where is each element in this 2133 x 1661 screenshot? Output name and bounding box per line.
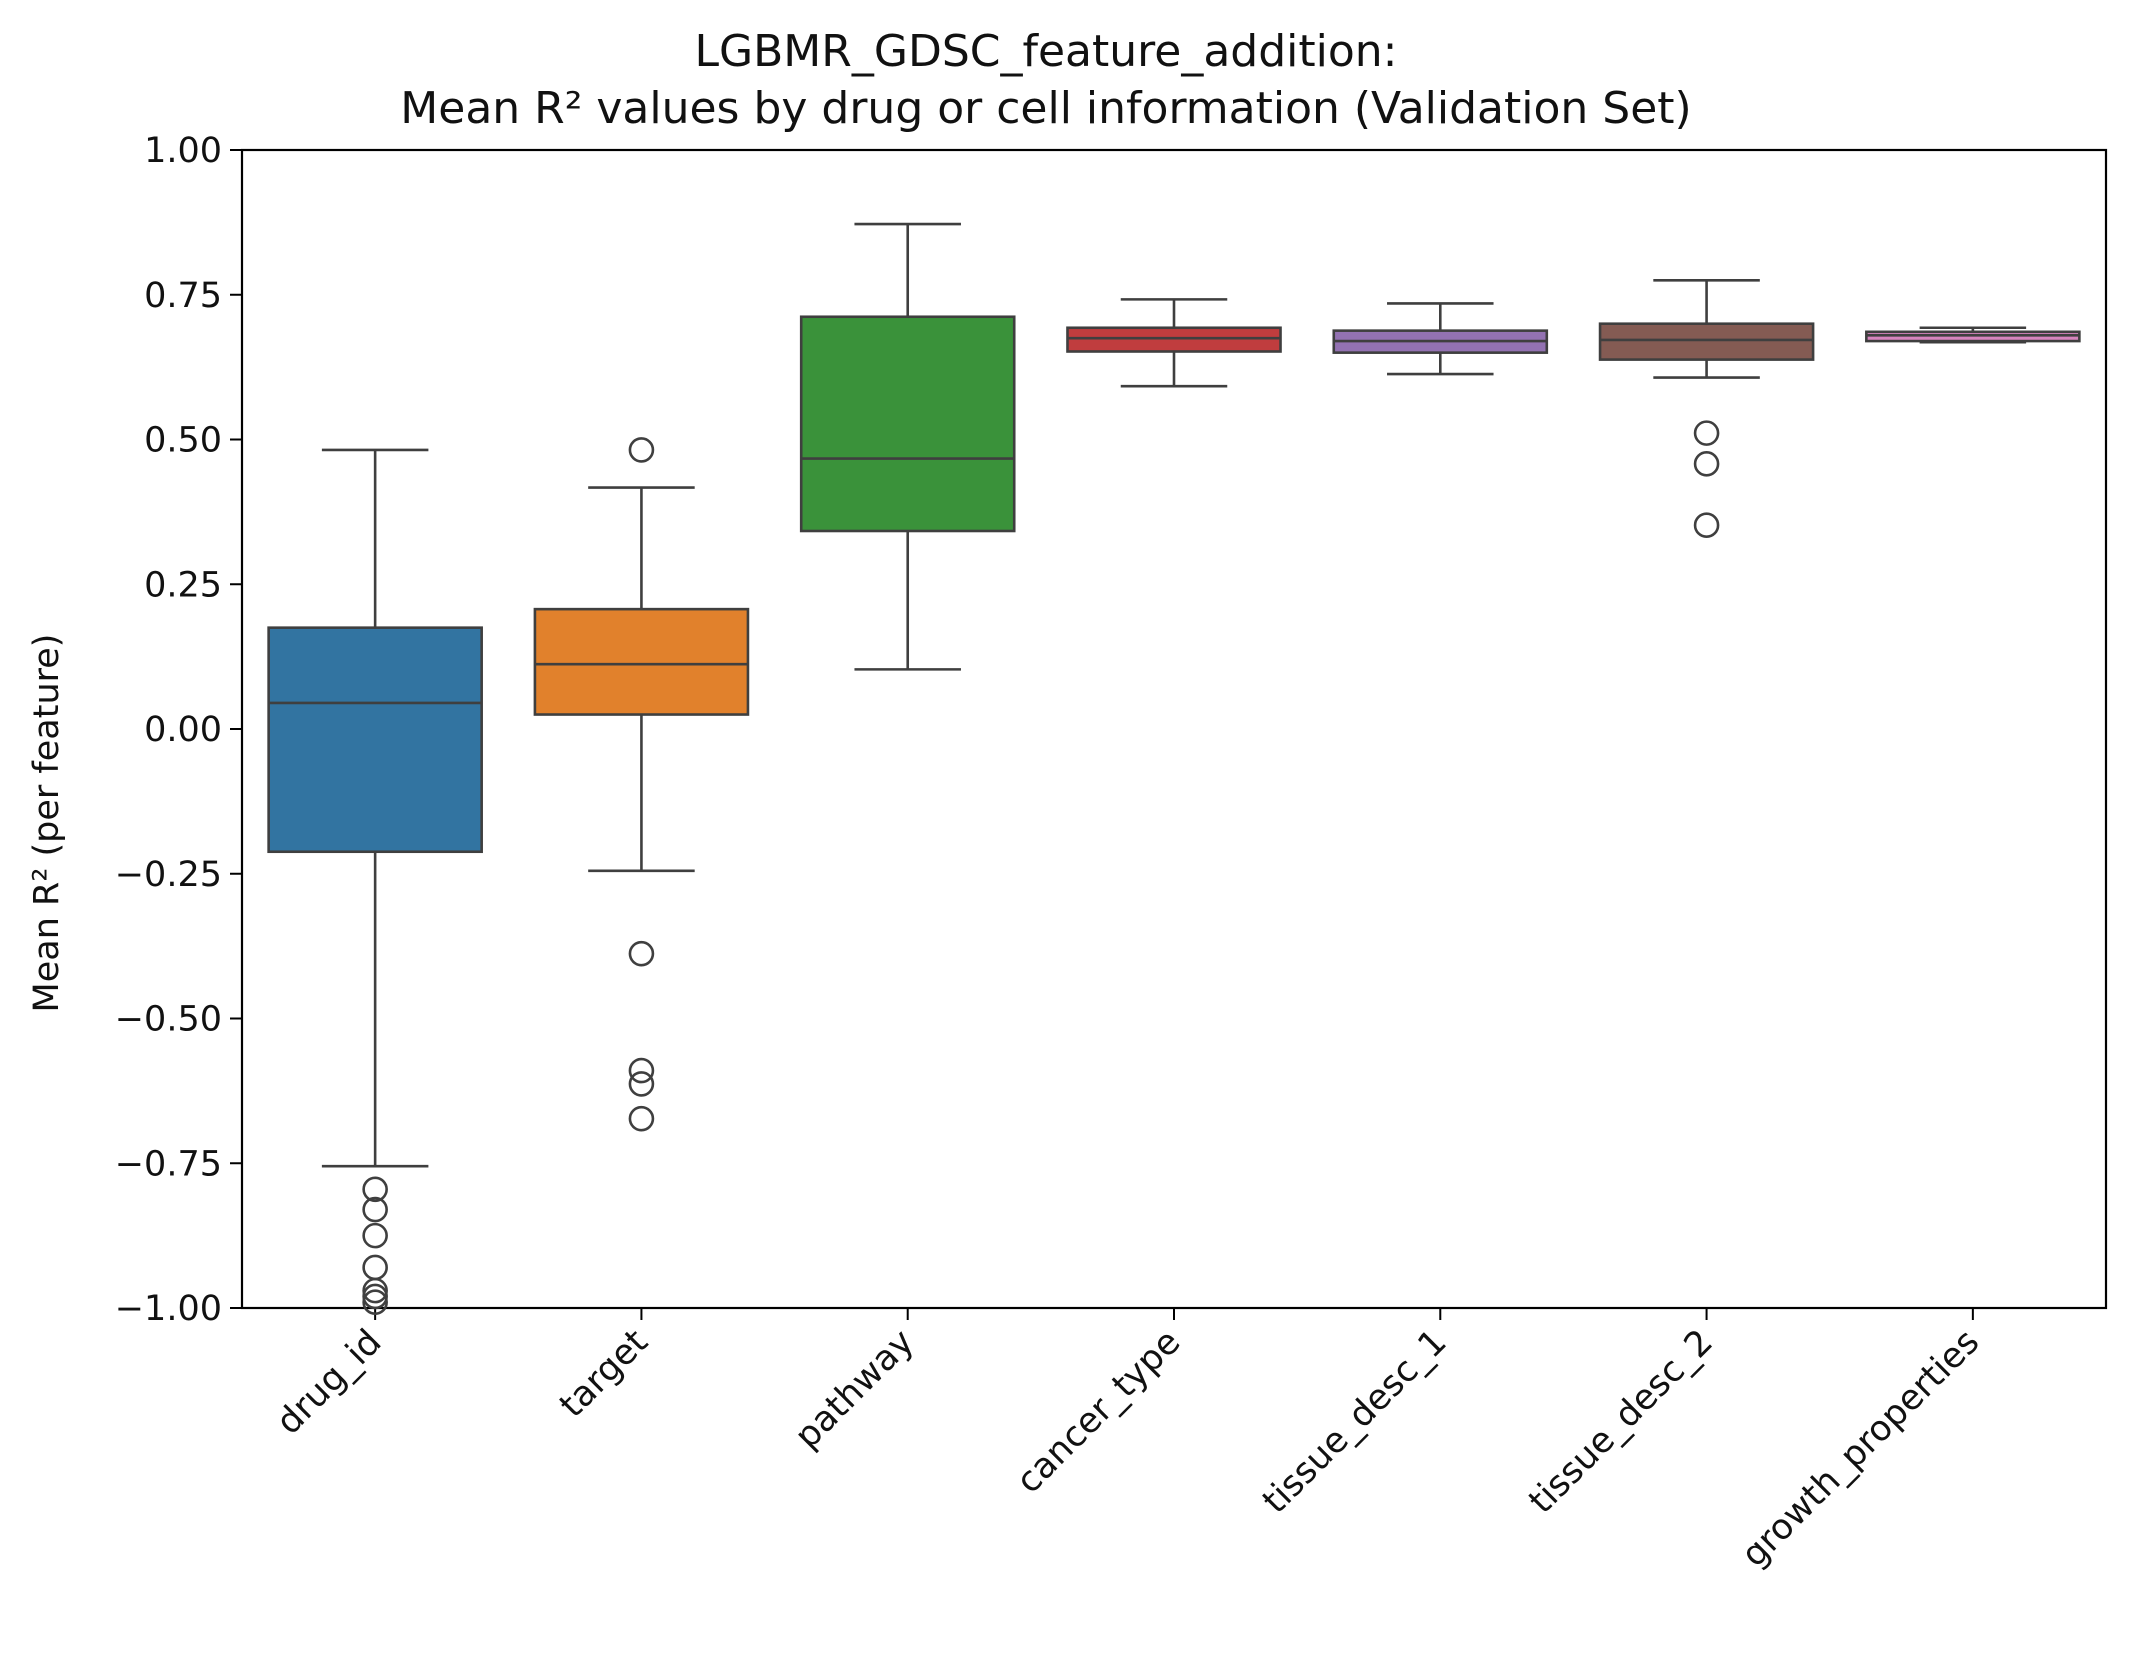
outlier-point [362, 1196, 388, 1223]
outlier-point [628, 940, 655, 967]
y-tick-label: 0.00 [144, 710, 222, 750]
plot-area: 1.00 0.75 0.50 0.25 0.00 −0.25 −0.50 −0.75 −1.00… [115, 131, 2108, 1575]
box-cancer_type [1066, 326, 1282, 353]
y-tick-label: 0.75 [144, 276, 222, 316]
outlier-point [362, 1222, 388, 1249]
outlier-point [362, 1254, 388, 1281]
outlier-point [362, 1289, 388, 1316]
chart-title-line-2: Mean R² values by drug or cell informati… [400, 83, 1691, 134]
chart-title-line-1: LGBMR_GDSC_feature_addition: [695, 26, 1398, 77]
box-pathway [799, 315, 1016, 533]
outlier-point [362, 1283, 388, 1310]
x-tick-label: target [552, 1322, 656, 1426]
x-tick-label: drug_id [269, 1322, 390, 1443]
y-tick-label: −0.25 [115, 855, 222, 895]
y-tick-label: −0.50 [115, 1000, 222, 1040]
y-tick-label: −1.00 [115, 1289, 222, 1329]
outlier-point [362, 1277, 388, 1304]
box-drug_id [267, 626, 483, 854]
x-tick-label: tissue_desc_2 [1521, 1322, 1721, 1522]
outlier-point [628, 1071, 655, 1097]
y-tick-label: −0.75 [115, 1144, 222, 1184]
x-tick-label: growth_properties [1734, 1322, 1987, 1575]
x-tick-label: pathway [787, 1322, 922, 1457]
box-tissue_desc_2 [1598, 322, 1815, 361]
outlier-point [1693, 451, 1720, 477]
outlier-point [628, 1105, 655, 1132]
outlier-point [1693, 512, 1720, 538]
y-tick-label: 0.25 [144, 565, 222, 605]
x-tick-label: tissue_desc_1 [1255, 1322, 1455, 1522]
x-tick-label: cancer_type [1009, 1322, 1188, 1501]
outlier-point [1693, 420, 1720, 446]
outlier-point [628, 437, 655, 463]
y-tick-label: 1.00 [144, 131, 222, 171]
outlier-point [628, 1057, 655, 1084]
y-axis-label: Mean R² (per feature) [27, 634, 67, 1013]
box-target [533, 607, 750, 716]
outlier-point [362, 1176, 388, 1203]
y-tick-label: 0.50 [144, 421, 222, 461]
